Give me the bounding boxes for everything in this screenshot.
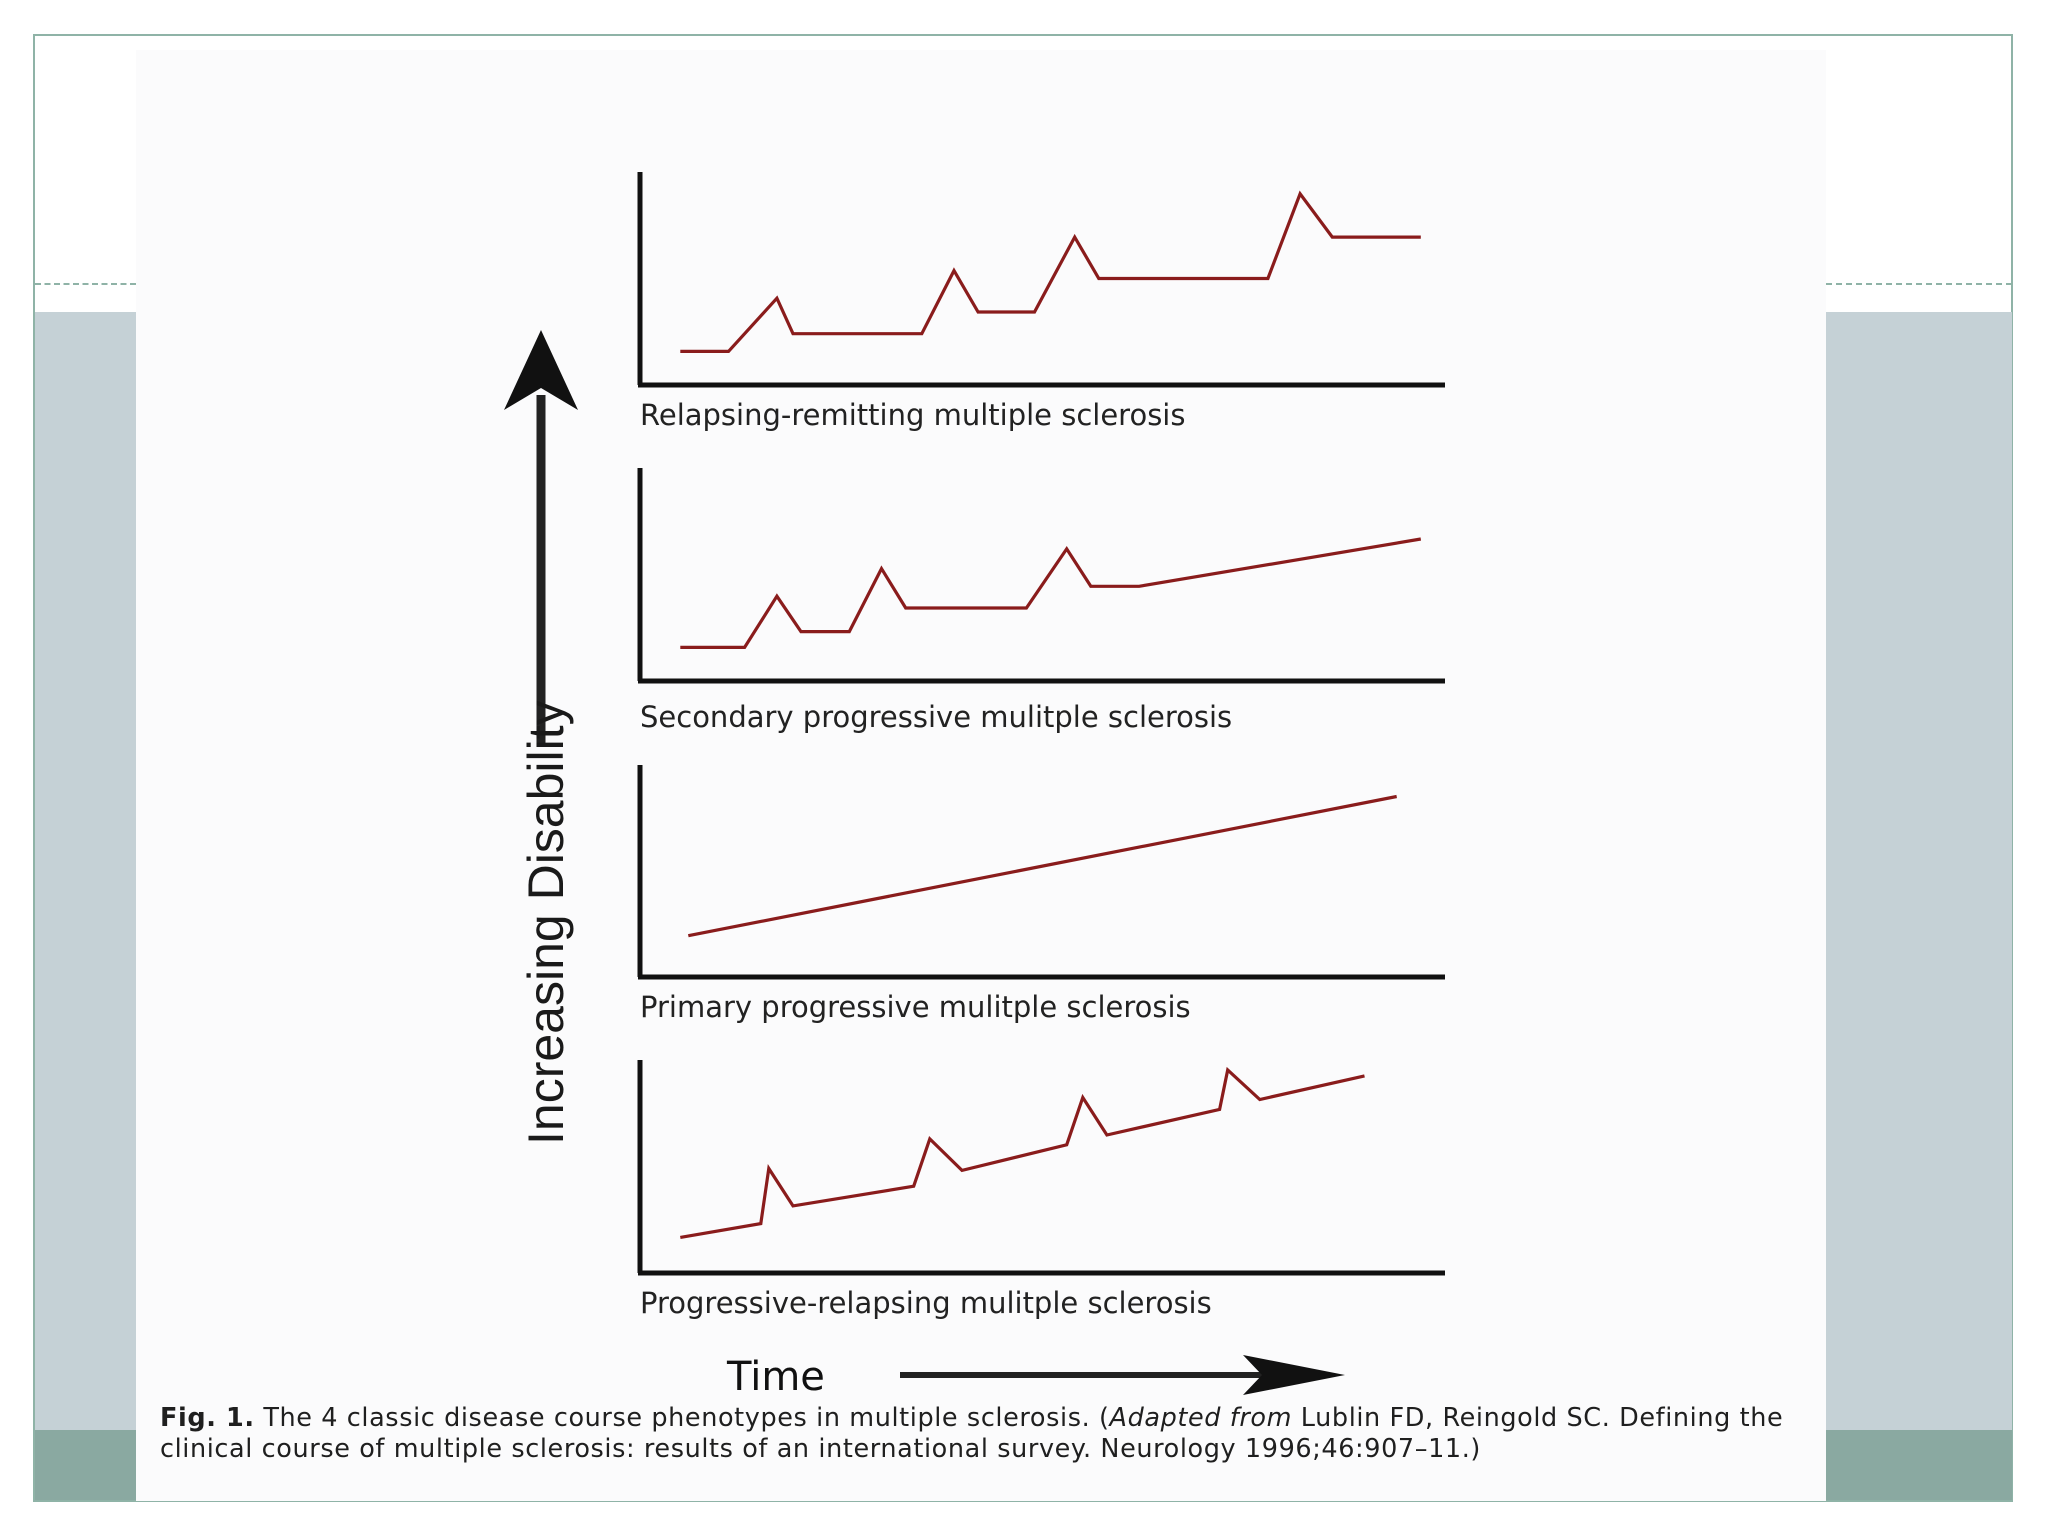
left-side-panel xyxy=(35,312,136,1430)
figure-caption: Fig. 1. The 4 classic disease course phe… xyxy=(160,1403,1800,1465)
disability-curve xyxy=(680,1066,1365,1239)
y-axis-label: Increasing Disability xyxy=(518,700,574,1145)
figure-panel xyxy=(136,283,1826,1501)
caption-adapted-from: Adapted from xyxy=(1109,1403,1293,1433)
left-divider xyxy=(35,283,136,285)
panel-title: Primary progressive mulitple sclerosis xyxy=(640,990,1191,1024)
panel-progressive-relapsing: Progressive-relapsing mulitple sclerosis xyxy=(637,1060,1445,1320)
left-bottom-band xyxy=(35,1430,136,1500)
panel-secondary-progressive: Secondary progressive mulitple sclerosis xyxy=(637,468,1445,734)
x-axis-arrow-head xyxy=(1243,1355,1345,1395)
x-axis-label: Time xyxy=(726,1354,825,1400)
panel-relapsing-remitting: Relapsing-remitting multiple sclerosis xyxy=(637,172,1445,432)
right-bottom-band xyxy=(1826,1430,2012,1500)
disability-curve xyxy=(680,190,1421,353)
disability-curve xyxy=(687,794,1398,938)
y-axis-arrow-head xyxy=(504,330,578,410)
chart-panels: Relapsing-remitting multiple sclerosis Se… xyxy=(637,172,1445,1320)
panel-title: Relapsing-remitting multiple sclerosis xyxy=(640,398,1185,432)
figure-top-area xyxy=(136,50,1826,283)
right-divider xyxy=(1826,283,2012,285)
caption-text-after: Lublin FD, Reingold SC. Defining the cli… xyxy=(160,1403,1784,1464)
disability-curve xyxy=(680,537,1422,650)
panel-primary-progressive: Primary progressive mulitple sclerosis xyxy=(637,765,1445,1024)
panel-title: Progressive-relapsing mulitple sclerosis xyxy=(640,1286,1212,1320)
panel-title: Secondary progressive mulitple sclerosis xyxy=(640,700,1232,734)
right-side-panel xyxy=(1826,312,2012,1430)
caption-text-before: The 4 classic disease course phenotypes … xyxy=(254,1403,1110,1433)
slide-frame xyxy=(33,34,2013,1502)
caption-fig-label: Fig. 1. xyxy=(160,1403,255,1433)
